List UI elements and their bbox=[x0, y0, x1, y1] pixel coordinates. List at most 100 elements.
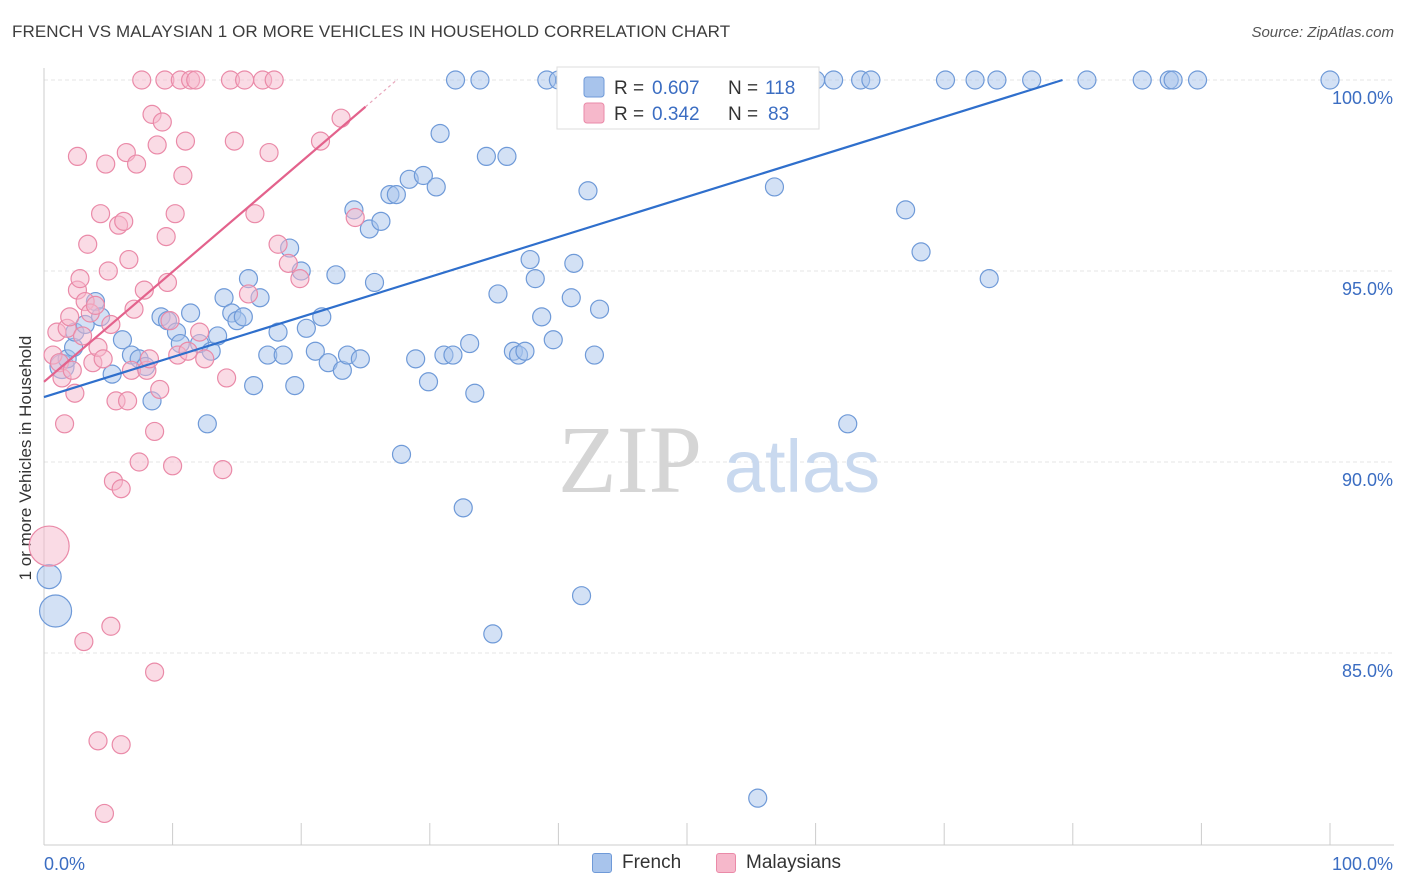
malay-point bbox=[268, 234, 288, 254]
malay-point bbox=[88, 731, 108, 751]
malay-point bbox=[331, 108, 351, 128]
french-point bbox=[285, 376, 305, 396]
french-point bbox=[578, 181, 598, 201]
malay-point bbox=[70, 269, 90, 289]
french-point bbox=[532, 307, 552, 327]
malay-point bbox=[60, 307, 80, 327]
malay-point bbox=[186, 70, 206, 90]
malay-point bbox=[78, 234, 98, 254]
watermark: ZIP atlas bbox=[558, 406, 880, 513]
stats-legend: R = 0.607 N = 118 R = 0.342 N = 83 bbox=[556, 66, 820, 130]
french-point bbox=[935, 70, 956, 90]
malay-point bbox=[278, 253, 298, 273]
malay-point bbox=[144, 662, 165, 682]
french-point bbox=[197, 414, 217, 434]
french-point bbox=[965, 70, 985, 90]
malay-point bbox=[124, 299, 144, 319]
legend-french-r-value: 0.607 bbox=[652, 78, 700, 99]
legend-malay-n-label: N = bbox=[728, 104, 758, 125]
malay-point bbox=[54, 414, 75, 434]
french-point bbox=[181, 303, 201, 323]
french-point bbox=[764, 177, 785, 197]
legend-french-n-value: 118 bbox=[765, 78, 795, 99]
french-point bbox=[413, 165, 433, 186]
gridlines bbox=[44, 79, 1394, 654]
french-point bbox=[911, 242, 931, 262]
malay-trend-line bbox=[43, 105, 367, 383]
malay-point bbox=[163, 456, 183, 476]
french-point bbox=[543, 330, 563, 350]
malay-point bbox=[72, 326, 93, 346]
legend-malay-r-value: 0.342 bbox=[652, 104, 700, 125]
legend-malay-r-label: R = bbox=[614, 104, 644, 125]
french-point bbox=[1320, 70, 1340, 90]
french-point bbox=[497, 146, 517, 166]
french-point bbox=[244, 376, 264, 396]
malay-point bbox=[111, 735, 131, 755]
french-point bbox=[824, 70, 844, 90]
malay-point bbox=[134, 280, 154, 300]
malay-point bbox=[62, 360, 82, 380]
y-tick-label: 100.0% bbox=[1332, 88, 1393, 108]
malay-point bbox=[264, 70, 284, 90]
legend-french-n-label: N = bbox=[728, 78, 758, 99]
tick-labels: 0.0% 100.0% 100.0% 95.0% 90.0% 85.0% bbox=[44, 88, 1393, 874]
legend-malay-label: Malaysians bbox=[746, 852, 842, 873]
french-point bbox=[515, 341, 535, 361]
french-point bbox=[520, 249, 540, 270]
malay-point bbox=[119, 249, 139, 270]
malay-point bbox=[98, 261, 118, 281]
french-point bbox=[861, 70, 881, 90]
malay-point bbox=[173, 165, 193, 186]
french-point bbox=[1132, 70, 1152, 90]
french-point bbox=[460, 333, 480, 354]
malay-point bbox=[129, 452, 149, 472]
french-point bbox=[112, 330, 133, 350]
malay-point bbox=[213, 460, 233, 480]
malay-point bbox=[245, 204, 265, 224]
french-point bbox=[296, 318, 316, 338]
french-point bbox=[748, 788, 768, 808]
legend-french-marker bbox=[592, 853, 612, 873]
legend-malay-n-value: 83 bbox=[768, 104, 789, 125]
french-point bbox=[430, 123, 450, 144]
chart-title: FRENCH VS MALAYSIAN 1 OR MORE VEHICLES I… bbox=[12, 22, 731, 41]
french-point bbox=[483, 624, 503, 644]
french-point bbox=[896, 200, 916, 220]
french-point bbox=[391, 444, 412, 464]
malay-point bbox=[144, 421, 165, 442]
french-point bbox=[273, 345, 293, 365]
french-point bbox=[1077, 70, 1097, 90]
french-point bbox=[326, 265, 346, 285]
french-point bbox=[465, 383, 485, 403]
french-point bbox=[571, 586, 592, 606]
french-trend-line bbox=[43, 78, 1063, 399]
malay-point bbox=[175, 131, 196, 151]
malay-point bbox=[117, 391, 138, 411]
malay-points bbox=[28, 70, 365, 824]
x-tick-max: 100.0% bbox=[1332, 854, 1393, 874]
malay-trend-extension bbox=[365, 78, 399, 108]
malay-point bbox=[235, 70, 255, 90]
french-point bbox=[987, 70, 1007, 90]
malay-point bbox=[111, 479, 131, 499]
malay-point bbox=[150, 379, 170, 400]
french-point bbox=[453, 498, 473, 518]
french-point bbox=[350, 349, 370, 369]
french-point bbox=[561, 288, 581, 308]
french-point bbox=[838, 414, 858, 434]
watermark-zip: ZIP bbox=[558, 406, 702, 513]
legend-malay-swatch bbox=[583, 102, 605, 124]
watermark-atlas: atlas bbox=[724, 425, 880, 508]
malay-point bbox=[238, 284, 259, 304]
malay-point bbox=[217, 368, 237, 388]
malay-point bbox=[67, 146, 88, 166]
legend-french-r-label: R = bbox=[614, 78, 644, 99]
y-tick-label: 85.0% bbox=[1342, 661, 1393, 681]
malay-point bbox=[195, 349, 215, 369]
french-point bbox=[36, 563, 62, 590]
malay-point bbox=[28, 525, 70, 567]
french-point bbox=[979, 269, 999, 289]
malay-point bbox=[126, 154, 147, 174]
